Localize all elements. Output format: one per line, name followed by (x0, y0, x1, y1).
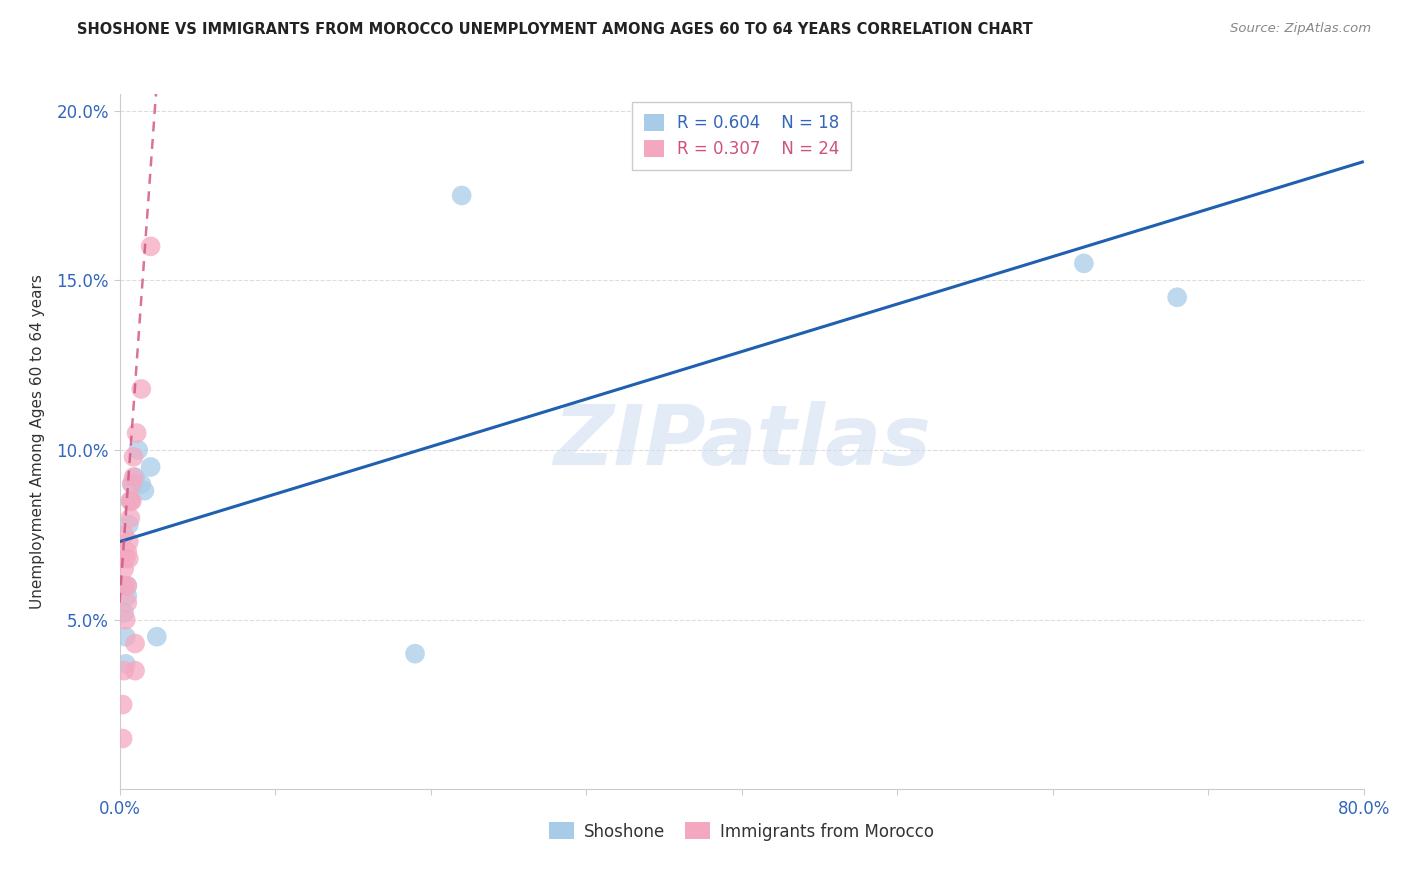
Legend: Shoshone, Immigrants from Morocco: Shoshone, Immigrants from Morocco (543, 815, 941, 847)
Y-axis label: Unemployment Among Ages 60 to 64 years: Unemployment Among Ages 60 to 64 years (31, 274, 45, 609)
Point (112, 606, 135, 620)
Point (117, 545, 139, 559)
Text: Source: ZipAtlas.com: Source: ZipAtlas.com (1230, 22, 1371, 36)
Point (134, 483, 156, 498)
Point (111, 698, 134, 712)
Point (1166, 290, 1188, 304)
Point (121, 494, 143, 508)
Point (111, 731, 134, 746)
Point (404, 647, 426, 661)
Point (118, 534, 141, 549)
Point (124, 470, 146, 484)
Text: SHOSHONE VS IMMIGRANTS FROM MOROCCO UNEMPLOYMENT AMONG AGES 60 TO 64 YEARS CORRE: SHOSHONE VS IMMIGRANTS FROM MOROCCO UNEM… (77, 22, 1033, 37)
Point (146, 630, 169, 644)
Point (117, 579, 139, 593)
Point (139, 460, 162, 475)
Point (121, 477, 143, 491)
Point (129, 382, 152, 396)
Point (118, 551, 141, 566)
Point (127, 443, 149, 458)
Point (118, 517, 141, 532)
Point (117, 596, 139, 610)
Point (112, 562, 135, 576)
Point (124, 636, 146, 650)
Text: ZIPatlas: ZIPatlas (553, 401, 931, 482)
Point (121, 477, 143, 491)
Point (125, 425, 148, 440)
Point (112, 579, 135, 593)
Point (1073, 256, 1095, 270)
Point (114, 613, 136, 627)
Point (112, 664, 135, 678)
Point (117, 579, 139, 593)
Point (114, 657, 136, 671)
Point (450, 188, 472, 202)
Point (114, 630, 136, 644)
Point (120, 494, 142, 508)
Point (122, 470, 145, 484)
Point (122, 450, 145, 464)
Point (114, 551, 136, 566)
Point (117, 589, 139, 603)
Point (139, 239, 162, 253)
Point (112, 528, 135, 542)
Point (120, 511, 142, 525)
Point (124, 664, 146, 678)
Point (129, 477, 152, 491)
Point (120, 494, 142, 508)
